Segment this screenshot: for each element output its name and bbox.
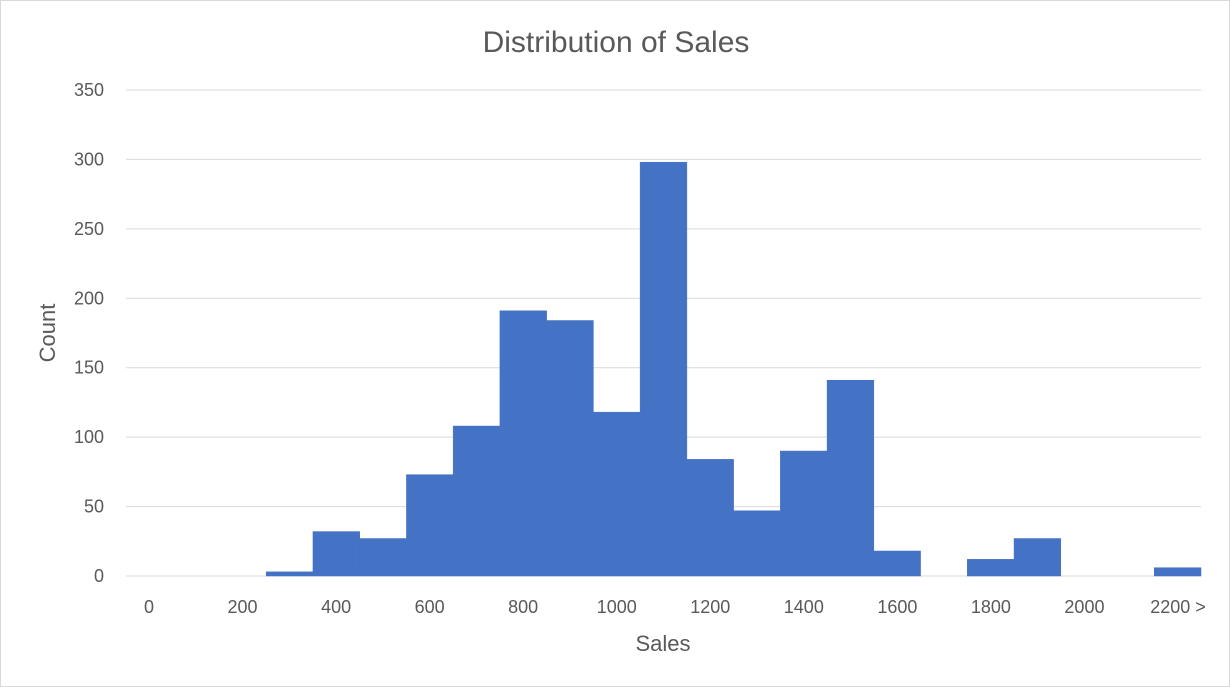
y-tick-label: 0: [94, 566, 104, 586]
histogram-bar: [639, 161, 688, 577]
histogram-bar: [359, 538, 407, 577]
x-tick-label: 600: [415, 597, 445, 617]
x-tick-label: 2200 >: [1150, 597, 1206, 617]
x-axis-title: Sales: [635, 631, 690, 656]
histogram-bar: [967, 559, 1015, 577]
bars: [265, 161, 1202, 577]
histogram-bar: [265, 571, 314, 577]
histogram-bar: [312, 531, 360, 577]
y-tick-label: 250: [74, 219, 104, 239]
y-tick-label: 50: [84, 497, 104, 517]
x-tick-label: 800: [508, 597, 538, 617]
x-tick-label: 200: [228, 597, 258, 617]
x-tick-label: 1800: [971, 597, 1011, 617]
x-tick-label: 1200: [690, 597, 730, 617]
y-tick-label: 300: [74, 149, 104, 169]
x-tick-label: 2000: [1064, 597, 1104, 617]
histogram-bar: [546, 320, 594, 577]
x-tick-label: 0: [144, 597, 154, 617]
histogram-bar: [499, 310, 547, 577]
y-tick-label: 100: [74, 427, 104, 447]
x-tick-label: 1600: [877, 597, 917, 617]
x-tick-label: 1400: [784, 597, 824, 617]
y-axis-title: Count: [35, 304, 60, 363]
chart-title: Distribution of Sales: [483, 26, 750, 59]
histogram-bar: [780, 450, 828, 577]
y-axis-ticks: 0 50 100 150 200 250 300 350: [74, 80, 104, 586]
x-axis-ticks: 0 200 400 600 800 1000 1200 1400 1600 1800 2000 220…: [144, 597, 1206, 617]
histogram-bar: [733, 510, 781, 577]
histogram-bar: [593, 411, 641, 577]
histogram-bar: [686, 459, 734, 577]
y-tick-label: 150: [74, 358, 104, 378]
histogram-bar: [1013, 538, 1062, 577]
y-tick-label: 200: [74, 288, 104, 308]
histogram-bar: [452, 425, 501, 577]
histogram-bar: [1154, 567, 1202, 577]
x-tick-label: 400: [321, 597, 351, 617]
x-tick-label: 1000: [597, 597, 637, 617]
histogram-bar: [873, 550, 921, 577]
histogram-bar: [826, 379, 875, 577]
y-tick-label: 350: [74, 80, 104, 100]
histogram-bar: [406, 474, 454, 577]
